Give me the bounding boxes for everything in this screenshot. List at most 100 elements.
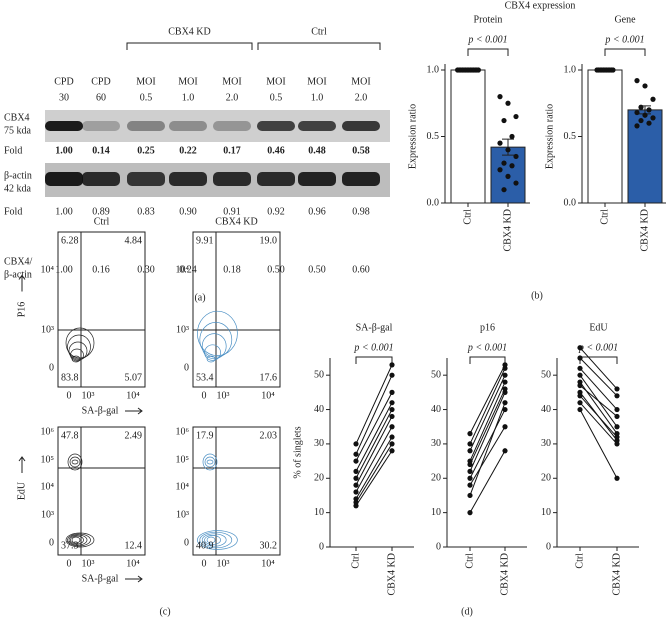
ratio-value: 0.60 (352, 264, 370, 275)
x-axis-label: SA-β-gal (82, 405, 119, 416)
y-tick-label: 40 (541, 404, 551, 415)
y-tick-label: 50 (541, 369, 551, 380)
data-point (502, 406, 508, 413)
data-point (650, 115, 656, 121)
y-tick-label: 30 (541, 438, 551, 449)
pair-line (579, 395, 618, 438)
y-tick-label: 0 (546, 541, 551, 552)
caption: (c) (159, 606, 170, 617)
pair-line (355, 443, 393, 503)
data-point (614, 413, 620, 420)
y-tick-label: 1.0 (427, 64, 440, 75)
data-point (638, 104, 644, 110)
data-point (389, 434, 395, 440)
y-tick-label: 0.5 (564, 131, 577, 142)
y-tick-label: 10⁴ (41, 264, 55, 275)
y-axis-label: EdU (16, 481, 27, 500)
chart-title: p16 (480, 322, 495, 333)
band (169, 121, 207, 131)
x-tick-label: 10⁴ (261, 390, 275, 401)
y-tick-label: 0 (49, 362, 54, 373)
x-tick-label: Ctrl (599, 209, 610, 225)
lane-label: 1.0 (311, 92, 324, 103)
data-point (577, 372, 583, 378)
pair-line (579, 385, 618, 417)
contour (68, 341, 88, 361)
data-point (467, 468, 473, 474)
lane-label: 60 (96, 92, 106, 103)
pair-line (579, 357, 618, 397)
data-point (389, 448, 395, 454)
contour (197, 310, 238, 356)
y-axis-label: % of singlets (292, 426, 303, 478)
pair-line (469, 402, 506, 496)
y-tick-label: 20 (431, 473, 441, 484)
y-tick-label: 10³ (41, 324, 54, 335)
contour (71, 536, 81, 544)
ratio-value: 0.30 (137, 264, 155, 275)
lane-label: 1.0 (182, 92, 195, 103)
quadrant-value: 2.03 (260, 430, 278, 441)
pair-line (355, 436, 393, 500)
data-point (614, 386, 620, 392)
quadrant-value: 2.49 (125, 430, 143, 441)
annotation: p < 0.001 (578, 342, 618, 353)
group-label: CBX4 KD (168, 26, 211, 37)
data-point (634, 123, 640, 129)
y-tick-label: 20 (314, 473, 324, 484)
data-point (502, 424, 508, 430)
data-point (389, 400, 395, 406)
x-tick-label: CBX4 KD (499, 553, 510, 596)
bar (627, 109, 663, 204)
axis-arrow (18, 456, 26, 473)
lane-label: 2.0 (226, 92, 239, 103)
data-point (389, 413, 395, 420)
pair-line (469, 392, 506, 472)
quadrant-value: 5.07 (125, 372, 143, 383)
column-title: CBX4 KD (215, 216, 258, 227)
y-tick-label: 0 (184, 362, 189, 373)
column-title: Ctrl (94, 216, 110, 227)
pair-line (469, 381, 506, 462)
data-point (353, 468, 359, 474)
contour (67, 334, 91, 360)
quadrant-value: 37.3 (61, 540, 79, 551)
data-point (353, 475, 359, 481)
x-tick-label: 10⁴ (126, 558, 140, 569)
data-point (502, 448, 508, 454)
panel-title: CBX4 expression (505, 0, 576, 11)
contour (65, 532, 95, 548)
data-point (353, 451, 359, 457)
data-point (389, 424, 395, 430)
x-axis-label: SA-β-gal (82, 573, 119, 584)
data-point (502, 362, 508, 368)
bracket (126, 42, 253, 50)
pair-line (579, 402, 618, 445)
chart-title: Protein (474, 14, 503, 25)
data-point (353, 489, 359, 495)
contour (71, 459, 79, 465)
data-point (467, 461, 473, 468)
pair-line (469, 374, 506, 451)
ratio-value: 0.16 (92, 264, 110, 275)
group-label: Ctrl (311, 26, 327, 37)
y-tick-label: 10³ (176, 509, 189, 520)
x-tick-label: Ctrl (350, 553, 361, 569)
contour (206, 459, 214, 465)
bracket (355, 356, 393, 364)
data-point (642, 83, 648, 89)
ratio-value: 0.50 (267, 264, 285, 275)
x-tick-label: 0 (67, 558, 72, 569)
data-point (642, 112, 648, 118)
x-tick-label: 10³ (217, 390, 230, 401)
bracket (467, 48, 509, 56)
pair-line (469, 364, 506, 434)
pair-line (355, 392, 393, 462)
bar (450, 69, 486, 204)
y-tick-label: 10⁴ (176, 481, 190, 492)
contour (67, 453, 83, 471)
data-point (614, 434, 620, 440)
y-tick-label: 0 (319, 541, 324, 552)
contour (201, 533, 227, 547)
quadrant-value: 53.4 (196, 372, 214, 383)
